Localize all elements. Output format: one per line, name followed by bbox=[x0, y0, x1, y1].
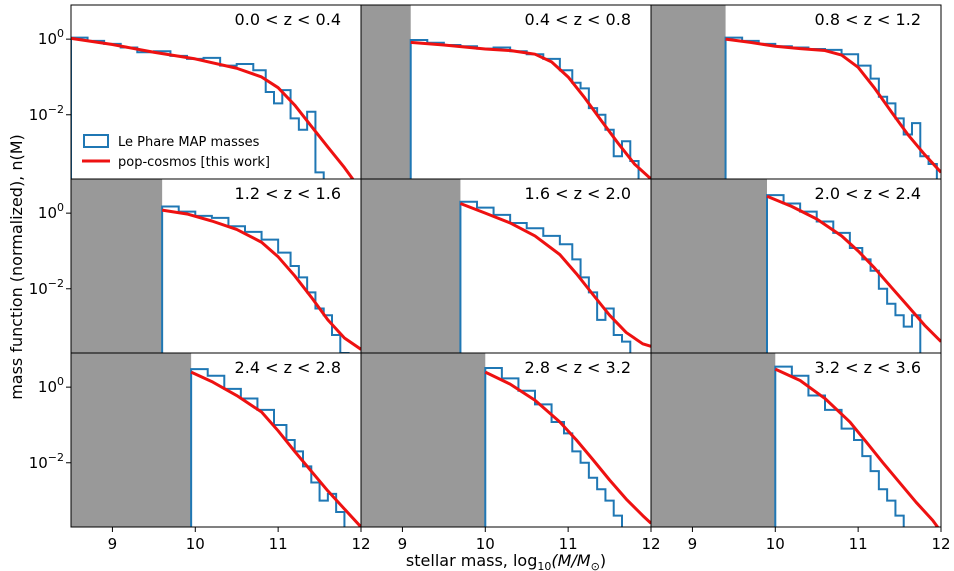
panel-9: 3.2 < z < 3.6 9 10 11 12 bbox=[650, 352, 951, 553]
popcosmos-model-curve bbox=[190, 370, 361, 527]
popcosmos-model-curve bbox=[484, 370, 651, 525]
x-tick-label: 11 bbox=[269, 535, 288, 553]
lephare-histogram bbox=[161, 205, 350, 353]
panel-redshift-label: 3.2 < z < 3.6 bbox=[815, 358, 921, 377]
legend-swatch-histogram bbox=[83, 134, 109, 148]
x-axis-label-close: ) bbox=[600, 551, 606, 570]
panel-plot-area bbox=[651, 5, 941, 179]
y-tick-base: 10 bbox=[38, 30, 57, 48]
x-axis-label: stellar mass, log10(M/M⊙) bbox=[406, 551, 606, 571]
panel-frame bbox=[650, 352, 942, 528]
panel-redshift-label: 1.2 < z < 1.6 bbox=[235, 184, 341, 203]
mass-limit-mask bbox=[361, 5, 411, 179]
y-tick-base: 10 bbox=[29, 280, 48, 298]
panel-plot-area bbox=[71, 353, 361, 527]
panel-plot-area bbox=[361, 179, 651, 353]
x-axis-label-prefix: stellar mass, log bbox=[406, 551, 537, 570]
x-tick-label: 10 bbox=[476, 535, 495, 553]
x-axis-label-subscript: 10 bbox=[537, 560, 551, 571]
panel-plot-area bbox=[361, 5, 651, 179]
y-axis-label: mass function (normalized), n(M) bbox=[7, 134, 26, 400]
lephare-histogram bbox=[724, 36, 938, 179]
y-tick-label: 10−2 bbox=[29, 277, 64, 298]
popcosmos-model-curve bbox=[774, 367, 940, 527]
mass-limit-mask bbox=[361, 179, 461, 353]
x-axis-label-sun-symbol: ⊙ bbox=[591, 560, 600, 571]
legend-label: Le Phare MAP masses bbox=[118, 135, 260, 150]
y-tick-exponent: 0 bbox=[57, 27, 64, 40]
x-tick-label: 12 bbox=[931, 535, 950, 553]
lephare-histogram bbox=[190, 368, 346, 527]
x-tick-label: 9 bbox=[398, 535, 408, 553]
popcosmos-model-curve bbox=[161, 208, 361, 351]
x-tick-label: 11 bbox=[849, 535, 868, 553]
x-axis-label-suffix: (M/M bbox=[551, 551, 590, 570]
panel-6: 2.0 < z < 2.4 bbox=[650, 178, 942, 354]
panel-plot-area bbox=[651, 353, 940, 527]
y-tick-base: 10 bbox=[29, 106, 48, 124]
panel-redshift-label: 0.8 < z < 1.2 bbox=[815, 10, 921, 29]
y-tick-exponent: −2 bbox=[48, 103, 64, 116]
x-tick-label: 12 bbox=[351, 535, 370, 553]
y-tick-label: 10−2 bbox=[29, 103, 64, 124]
y-tick-label: 100 bbox=[38, 375, 64, 396]
panel-redshift-label: 2.8 < z < 3.2 bbox=[525, 358, 631, 377]
y-tick-label: 100 bbox=[38, 27, 64, 48]
y-tick-exponent: −2 bbox=[48, 451, 64, 464]
panel-plot-area bbox=[361, 353, 651, 527]
y-tick-exponent: 0 bbox=[57, 375, 64, 388]
x-tick-label: 10 bbox=[766, 535, 785, 553]
panel-redshift-label: 0.4 < z < 0.8 bbox=[525, 10, 631, 29]
popcosmos-model-curve bbox=[766, 194, 941, 343]
panel-plot-area bbox=[651, 179, 941, 353]
y-tick-base: 10 bbox=[38, 204, 57, 222]
panel-redshift-label: 0.0 < z < 0.4 bbox=[235, 10, 341, 29]
y-tick-exponent: 0 bbox=[57, 201, 64, 214]
popcosmos-model-curve bbox=[725, 37, 941, 174]
panel-redshift-label: 2.4 < z < 2.8 bbox=[235, 358, 341, 377]
legend: Le Phare MAP masses pop-cosmos [this work… bbox=[82, 134, 270, 170]
popcosmos-model-curve bbox=[459, 202, 651, 348]
panel-redshift-label: 2.0 < z < 2.4 bbox=[815, 184, 921, 203]
y-tick-base: 10 bbox=[38, 378, 57, 396]
x-tick-label: 9 bbox=[688, 535, 698, 553]
y-tick-label: 10−2 bbox=[29, 451, 64, 472]
popcosmos-model-curve bbox=[71, 36, 355, 179]
lephare-histogram bbox=[484, 367, 623, 527]
panel-8: 2.8 < z < 3.2 9 10 11 12 bbox=[360, 352, 661, 553]
mass-limit-mask bbox=[651, 179, 767, 353]
mass-limit-mask bbox=[651, 5, 726, 179]
x-tick-label: 11 bbox=[559, 535, 578, 553]
panel-plot-area bbox=[71, 36, 355, 179]
panel-plot-area bbox=[71, 179, 361, 353]
lephare-histogram bbox=[409, 38, 640, 179]
panel-5: 1.6 < z < 2.0 bbox=[360, 178, 652, 354]
panel-3: 0.8 < z < 1.2 bbox=[650, 4, 942, 180]
x-tick-label: 9 bbox=[108, 535, 118, 553]
panel-frame bbox=[70, 4, 362, 180]
lephare-histogram bbox=[774, 365, 905, 527]
panel-redshift-label: 1.6 < z < 2.0 bbox=[525, 184, 631, 203]
x-tick-label: 12 bbox=[641, 535, 660, 553]
mass-limit-mask bbox=[71, 353, 192, 527]
mass-limit-mask bbox=[361, 353, 486, 527]
legend-label: pop-cosmos [this work] bbox=[118, 155, 270, 170]
y-tick-exponent: −2 bbox=[48, 277, 64, 290]
mass-limit-mask bbox=[71, 179, 163, 353]
lephare-histogram bbox=[766, 194, 922, 353]
mass-limit-mask bbox=[651, 353, 776, 527]
y-tick-base: 10 bbox=[29, 454, 48, 472]
lephare-histogram bbox=[459, 200, 632, 353]
x-tick-label: 10 bbox=[186, 535, 205, 553]
y-tick-label: 100 bbox=[38, 201, 64, 222]
popcosmos-model-curve bbox=[410, 40, 651, 179]
panel-2: 0.4 < z < 0.8 bbox=[360, 4, 652, 180]
